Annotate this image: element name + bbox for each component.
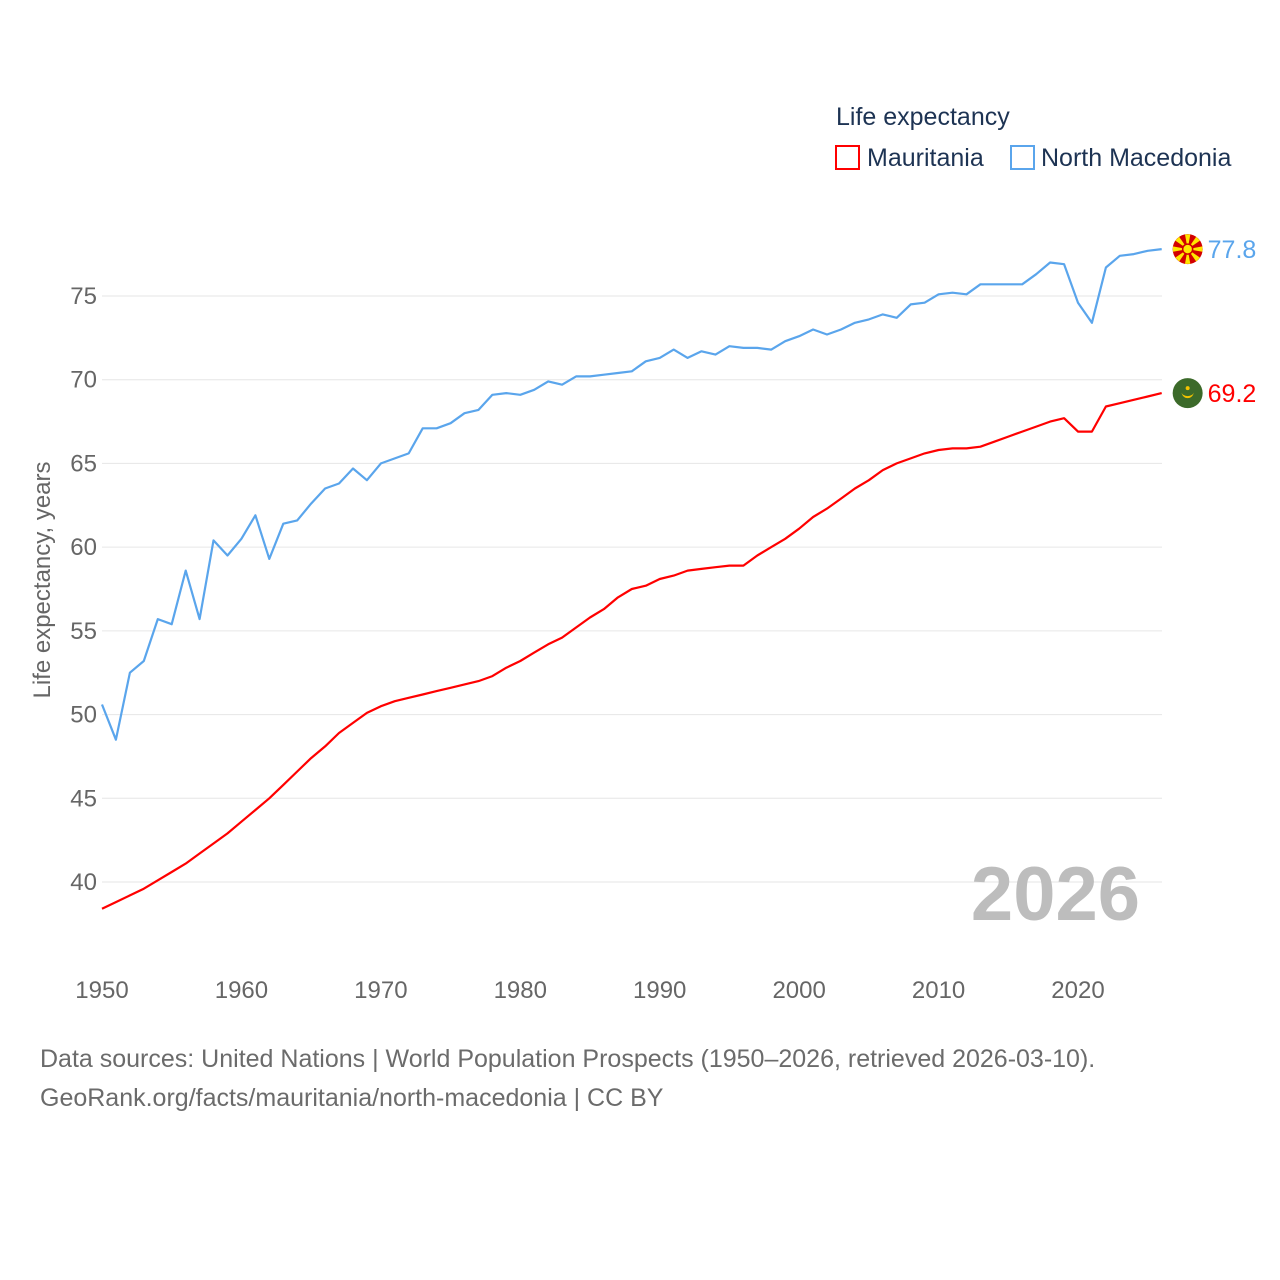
legend-item-mauritania[interactable]: Mauritania: [835, 144, 984, 172]
y-tick-label: 60: [70, 534, 97, 561]
year-watermark: 2026: [971, 852, 1140, 937]
x-tick-label: 1960: [215, 977, 268, 1004]
x-tick-label: 1990: [633, 977, 686, 1004]
source-note: Data sources: United Nations | World Pop…: [40, 1045, 1096, 1073]
crescent-icon: [1181, 392, 1194, 399]
source-link[interactable]: GeoRank.org/facts/mauritania/north-maced…: [40, 1084, 664, 1112]
y-tick-label: 40: [70, 869, 97, 896]
legend-swatch-mauritania: [835, 145, 860, 170]
sun-ray: [1172, 246, 1188, 252]
y-tick-label: 50: [70, 702, 97, 729]
legend-swatch-north-macedonia: [1010, 145, 1035, 170]
y-tick-label: 75: [70, 283, 97, 310]
star-icon: [1185, 386, 1190, 391]
x-tick-label: 2010: [912, 977, 965, 1004]
y-tick-label: 65: [70, 450, 97, 477]
series-line-north-macedonia: [100, 248, 1162, 741]
end-label-mauritania: 69.2: [1208, 380, 1257, 408]
end-label-north-macedonia: 77.8: [1208, 236, 1257, 264]
y-axis-label: Life expectancy, years: [29, 461, 56, 698]
flag-background: [1172, 378, 1203, 409]
legend-title: Life expectancy: [836, 103, 1010, 131]
flag-mauritania-icon: [1172, 378, 1203, 409]
legend-item-north-macedonia[interactable]: North Macedonia: [1010, 144, 1231, 172]
x-tick-label: 1980: [494, 977, 547, 1004]
x-tick-label: 2020: [1051, 977, 1104, 1004]
x-tick-label: 1950: [75, 977, 128, 1004]
line-chart: 40 45 50 55 60 65 70 75 1950 1960 1970 1980 1990 200…: [29, 103, 1257, 1004]
y-tick-label: 45: [70, 785, 97, 812]
legend-label-north-macedonia: North Macedonia: [1041, 144, 1231, 172]
x-tick-label: 2000: [772, 977, 825, 1004]
y-tick-label: 55: [70, 618, 97, 645]
sun-icon: [1181, 243, 1194, 255]
sun-ray: [1184, 249, 1191, 264]
series-line-mauritania: [101, 392, 1162, 910]
sun-ray: [1184, 234, 1191, 250]
x-tick-label: 1970: [354, 977, 407, 1004]
sun-ray: [1187, 246, 1203, 252]
legend-label-mauritania: Mauritania: [867, 144, 984, 172]
flag-north-macedonia-icon: [1172, 234, 1203, 265]
y-tick-label: 70: [70, 367, 97, 394]
